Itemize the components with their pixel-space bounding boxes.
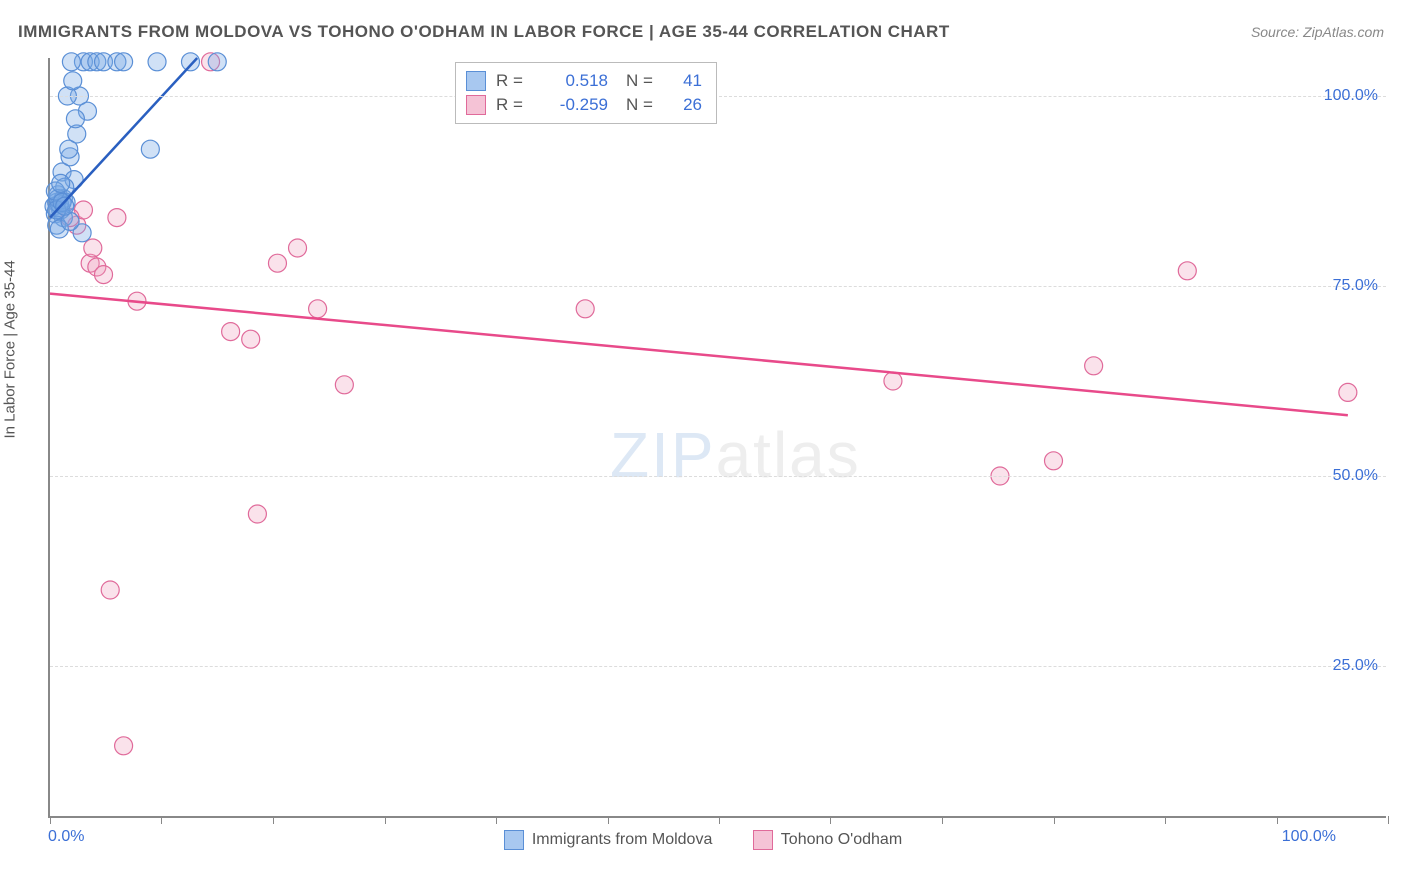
source-citation: Source: ZipAtlas.com	[1251, 24, 1384, 40]
data-point	[66, 110, 84, 128]
gridline-h	[50, 666, 1386, 667]
data-point	[335, 376, 353, 394]
y-tick-label: 25.0%	[1333, 657, 1378, 675]
data-point	[52, 174, 70, 192]
data-point	[115, 53, 133, 71]
data-point	[101, 581, 119, 599]
data-point	[181, 53, 199, 71]
data-point	[108, 209, 126, 227]
data-point	[289, 239, 307, 257]
swatch-series1-bottom	[504, 830, 524, 850]
data-point	[208, 53, 226, 71]
x-tick	[608, 816, 609, 824]
data-point	[148, 53, 166, 71]
y-tick-label: 100.0%	[1324, 87, 1378, 105]
data-point	[64, 72, 82, 90]
y-tick-label: 50.0%	[1333, 467, 1378, 485]
data-point	[1339, 383, 1357, 401]
data-point	[576, 300, 594, 318]
plot-svg	[50, 58, 1386, 816]
data-point	[884, 372, 902, 390]
legend-item-series2: Tohono O'odham	[753, 830, 902, 850]
data-point	[242, 330, 260, 348]
x-tick	[830, 816, 831, 824]
data-point	[1178, 262, 1196, 280]
legend-correlation: R = 0.518 N = 41 R = -0.259 N = 26	[455, 62, 717, 124]
plot-area: ZIPatlas 25.0%50.0%75.0%100.0%	[48, 58, 1386, 818]
gridline-h	[50, 476, 1386, 477]
x-tick	[1054, 816, 1055, 824]
x-tick	[1277, 816, 1278, 824]
y-axis-title: In Labor Force | Age 35-44	[2, 260, 19, 438]
chart-title: IMMIGRANTS FROM MOLDOVA VS TOHONO O'ODHA…	[18, 22, 950, 42]
data-point	[115, 737, 133, 755]
gridline-h	[50, 96, 1386, 97]
trend-line	[50, 294, 1348, 416]
x-tick	[942, 816, 943, 824]
data-point	[62, 53, 80, 71]
data-point	[84, 239, 102, 257]
data-point	[1085, 357, 1103, 375]
x-tick	[1165, 816, 1166, 824]
swatch-series2-bottom	[753, 830, 773, 850]
x-tick	[719, 816, 720, 824]
swatch-series2	[466, 95, 486, 115]
data-point	[248, 505, 266, 523]
x-tick	[161, 816, 162, 824]
data-point	[1045, 452, 1063, 470]
x-tick	[496, 816, 497, 824]
data-point	[222, 323, 240, 341]
data-point	[60, 140, 78, 158]
correlation-chart: IMMIGRANTS FROM MOLDOVA VS TOHONO O'ODHA…	[0, 0, 1406, 892]
x-tick	[1388, 816, 1389, 824]
legend-row-series2: R = -0.259 N = 26	[466, 93, 702, 117]
swatch-series1	[466, 71, 486, 91]
gridline-h	[50, 286, 1386, 287]
data-point	[141, 140, 159, 158]
legend-item-series1: Immigrants from Moldova	[504, 830, 713, 850]
data-point	[309, 300, 327, 318]
data-point	[268, 254, 286, 272]
x-tick	[273, 816, 274, 824]
y-tick-label: 75.0%	[1333, 277, 1378, 295]
x-tick	[50, 816, 51, 824]
legend-series: Immigrants from Moldova Tohono O'odham	[0, 830, 1406, 855]
legend-row-series1: R = 0.518 N = 41	[466, 69, 702, 93]
data-point	[95, 266, 113, 284]
x-tick	[385, 816, 386, 824]
